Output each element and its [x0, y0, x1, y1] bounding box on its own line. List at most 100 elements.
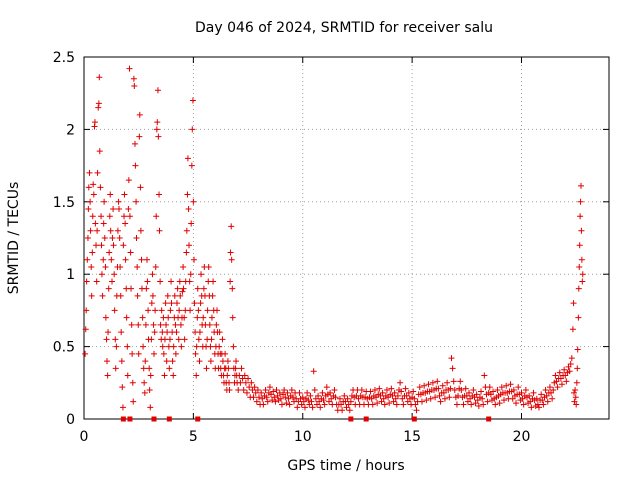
data-point: [577, 213, 584, 220]
data-point: [180, 263, 187, 270]
data-point: [186, 242, 192, 249]
data-point: [195, 336, 202, 343]
data-point: [82, 350, 89, 357]
data-point: [97, 184, 104, 191]
data-point: [575, 285, 582, 292]
data-point: [286, 401, 293, 408]
data-point: [501, 397, 507, 404]
data-point: [282, 394, 289, 401]
data-point: [160, 350, 167, 357]
data-point: [125, 206, 132, 213]
data-point: [534, 401, 541, 408]
data-point: [141, 389, 148, 396]
data-point: [418, 398, 425, 405]
data-point: [478, 388, 485, 395]
data-point: [170, 372, 177, 379]
data-point: [176, 278, 183, 285]
data-point: [321, 401, 328, 408]
data-point: [158, 307, 165, 314]
data-point: [90, 191, 97, 198]
data-point: [260, 401, 267, 408]
data-point: [166, 336, 173, 343]
data-point: [437, 398, 444, 405]
data-point: [92, 220, 99, 227]
data-point: [204, 307, 211, 314]
data-point: [213, 321, 220, 328]
data-point: [446, 394, 453, 401]
data-point: [448, 355, 455, 362]
data-point: [413, 407, 420, 414]
data-point: [439, 382, 446, 389]
x-tick-label: 20: [513, 429, 531, 445]
data-point: [128, 321, 135, 328]
data-point: [235, 387, 242, 394]
data-point: [119, 404, 126, 411]
data-point: [196, 329, 203, 336]
data-point: [391, 389, 398, 396]
data-point: [229, 285, 236, 292]
data-point: [127, 249, 134, 256]
data-point: [169, 358, 176, 365]
data-point: [207, 358, 214, 365]
data-point: [238, 365, 245, 372]
data-point: [283, 400, 290, 407]
data-point: [226, 379, 233, 386]
data-point: [107, 227, 114, 234]
data-point: [462, 385, 469, 392]
data-point: [168, 300, 175, 307]
data-point: [320, 397, 327, 404]
data-point: [168, 278, 175, 285]
data-point: [522, 387, 529, 394]
data-point: [135, 350, 142, 357]
data-point: [573, 379, 580, 386]
data-point: [101, 235, 108, 241]
chart-title: Day 046 of 2024, SRMTID for receiver sal…: [195, 20, 493, 36]
baseline-marker: [166, 416, 172, 422]
data-point: [558, 381, 565, 388]
data-point: [468, 401, 475, 408]
data-points: [82, 65, 586, 414]
data-point: [104, 372, 111, 379]
data-point: [128, 285, 135, 292]
data-point: [192, 350, 199, 357]
data-point: [87, 198, 94, 205]
data-point: [339, 407, 346, 414]
data-point: [91, 119, 98, 126]
data-point: [200, 314, 207, 321]
data-point: [88, 263, 95, 270]
data-point: [236, 372, 243, 379]
data-point: [176, 307, 183, 314]
data-point: [379, 389, 386, 396]
data-point: [99, 292, 106, 299]
data-point: [116, 235, 123, 241]
data-point: [96, 74, 103, 81]
data-point: [94, 227, 101, 234]
y-tick-label: 2: [66, 122, 75, 138]
data-point: [181, 336, 188, 343]
data-point: [137, 184, 144, 191]
data-point: [229, 314, 236, 321]
data-point: [143, 285, 150, 292]
data-point: [277, 395, 284, 402]
data-point: [105, 285, 112, 292]
data-point: [307, 392, 314, 399]
baseline-marker: [411, 416, 417, 422]
data-point: [210, 278, 217, 285]
data-point: [429, 379, 436, 386]
data-point: [111, 271, 118, 278]
data-point: [84, 256, 91, 263]
data-point: [132, 162, 139, 169]
data-point: [466, 389, 472, 396]
data-point: [296, 389, 303, 396]
data-point: [347, 398, 354, 405]
data-point: [144, 278, 151, 285]
data-point: [435, 385, 442, 392]
data-point: [498, 384, 505, 391]
data-point: [570, 300, 577, 307]
data-point: [304, 389, 311, 396]
data-point: [85, 184, 92, 191]
data-point: [102, 263, 109, 270]
data-point: [151, 350, 157, 357]
data-point: [450, 378, 457, 385]
